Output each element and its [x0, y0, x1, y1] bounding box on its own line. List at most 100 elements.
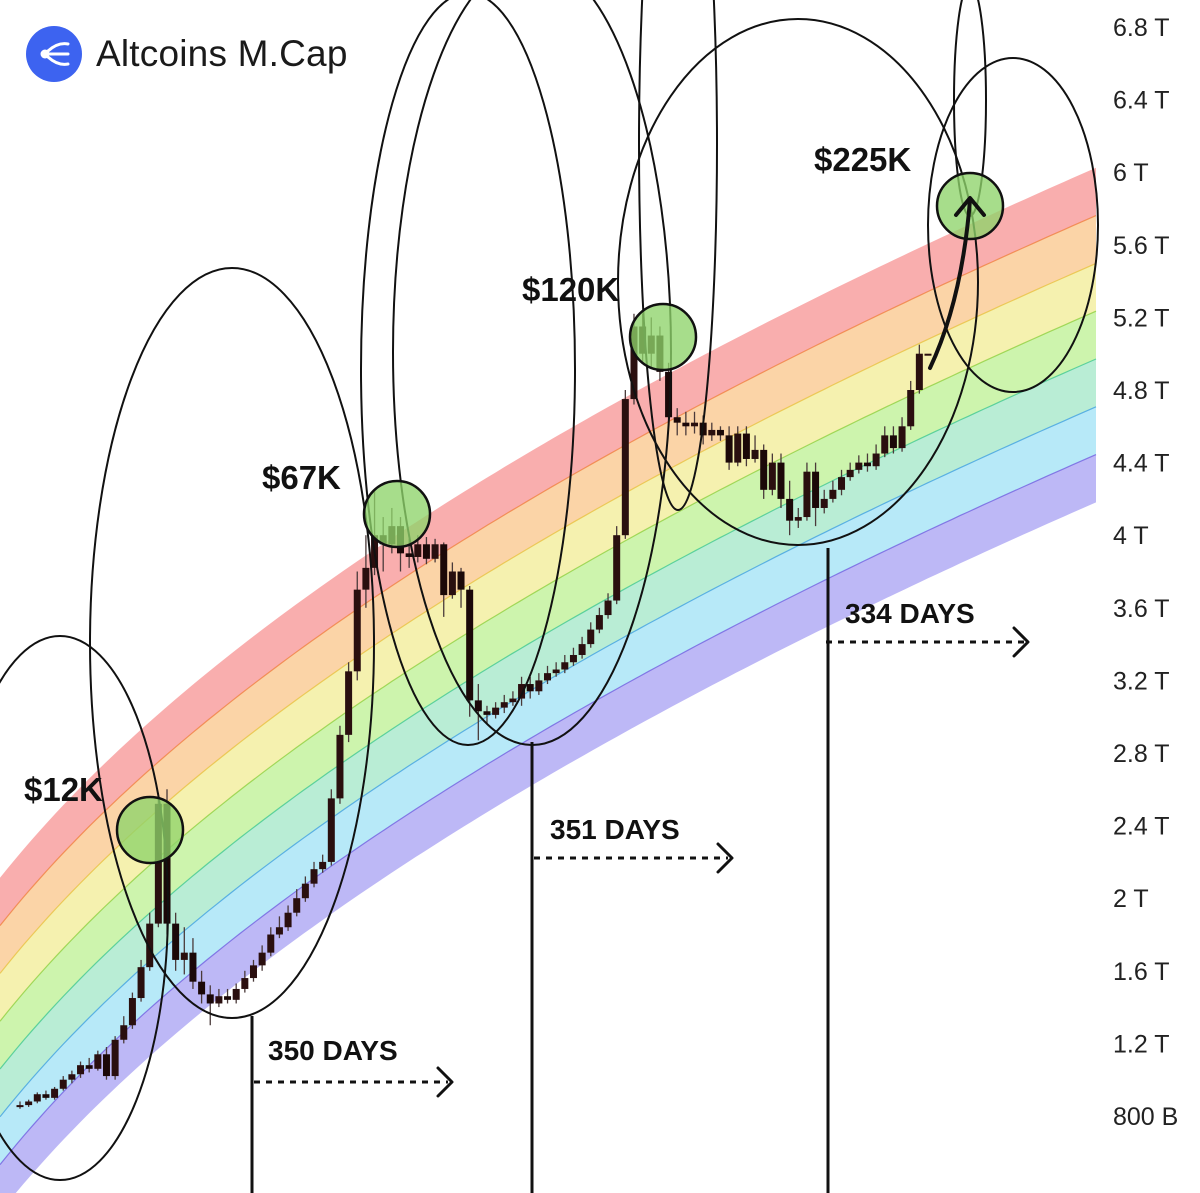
candle-body: [466, 589, 474, 701]
cycle-ellipse: [0, 635, 169, 1181]
rainbow-band-edge: [0, 215, 1097, 926]
cycle-ellipse: [360, 0, 576, 746]
candle-body: [345, 671, 353, 735]
y-tick-label: 4 T: [1113, 522, 1149, 550]
candle-body: [907, 390, 915, 427]
y-tick-label: 6.4 T: [1113, 87, 1170, 115]
candle-body: [241, 978, 249, 989]
candle-body: [691, 422, 699, 427]
y-tick-label: 4.8 T: [1113, 377, 1170, 405]
candle-body: [77, 1065, 85, 1075]
cycle-days-arrowhead: [1012, 626, 1030, 658]
rainbow-band: [0, 311, 1096, 1069]
candle-body: [120, 1025, 128, 1040]
rainbow-band: [0, 215, 1096, 974]
y-tick-label: 800 B: [1113, 1103, 1178, 1131]
candle-body: [275, 927, 283, 935]
candle-body: [431, 544, 439, 559]
cycle-days-arrowhead: [716, 842, 734, 874]
candle-body: [561, 662, 569, 670]
candle-body: [310, 869, 318, 884]
candle-body: [526, 684, 534, 692]
candle-body: [621, 399, 629, 536]
candle-body: [872, 453, 880, 467]
candle-body: [405, 553, 413, 557]
candle-body: [734, 433, 742, 463]
candle-body: [474, 700, 482, 712]
candle-body: [94, 1054, 102, 1069]
candle-body: [128, 998, 136, 1026]
candle-body: [838, 477, 846, 490]
candle-body: [604, 600, 612, 616]
candle-body: [206, 994, 214, 1004]
candle-body: [51, 1088, 59, 1098]
y-tick-label: 6 T: [1113, 159, 1149, 187]
candle-body: [881, 435, 889, 454]
candle-body: [33, 1094, 41, 1102]
candle-body: [794, 517, 802, 521]
peak-label: $67K: [262, 459, 341, 496]
candle-body: [544, 673, 552, 681]
projection-arrow-line: [928, 198, 972, 370]
candle-body: [249, 965, 257, 979]
candle-body: [708, 429, 716, 436]
candle-body: [492, 707, 500, 715]
cycle-days-label: 350 DAYS: [268, 1035, 398, 1066]
rainbow-band: [0, 359, 1096, 1117]
candlestick-series: [16, 313, 932, 1109]
candle-body: [786, 498, 794, 521]
cycle-ellipse: [89, 267, 375, 1019]
candle-body: [102, 1054, 110, 1077]
candle-body: [422, 544, 430, 559]
candle-body: [760, 449, 768, 490]
cycle-overlays: $12K $67K $120K $225K 350 DAYS 351 DAYS 334 DA…: [0, 0, 1099, 1193]
candle-body: [742, 433, 750, 459]
candle-body: [863, 462, 871, 467]
candle-body: [889, 435, 897, 449]
y-tick-label: 3.2 T: [1113, 667, 1170, 695]
candle-body: [751, 449, 759, 459]
candle-body: [258, 952, 266, 966]
rainbow-band: [0, 263, 1096, 1022]
candle-body: [232, 988, 240, 1000]
candle-body: [509, 698, 517, 703]
candle-body: [846, 469, 854, 478]
fan-lines-icon: [26, 26, 82, 82]
y-tick-label: 2.8 T: [1113, 740, 1170, 768]
candle-body: [319, 861, 327, 870]
candle-body: [483, 711, 491, 715]
candle-body: [535, 680, 543, 692]
cycle-days-label: 334 DAYS: [845, 598, 975, 629]
candle-body: [68, 1074, 76, 1080]
candle-body: [172, 923, 180, 960]
candle-body: [215, 996, 223, 1004]
peak-label: $225K: [814, 141, 911, 178]
y-tick-label: 1.6 T: [1113, 958, 1170, 986]
candle-body: [146, 923, 154, 968]
y-tick-label: 5.6 T: [1113, 232, 1170, 260]
candle-body: [898, 426, 906, 449]
cycle-days-label: 351 DAYS: [550, 814, 680, 845]
candle-body: [457, 571, 465, 590]
rainbow-band: [0, 454, 1096, 1193]
brand-header: Altcoins M.Cap: [26, 26, 348, 82]
candle-body: [224, 996, 232, 1000]
candle-body: [111, 1039, 119, 1077]
candle-body: [855, 462, 863, 470]
candle-body: [682, 422, 690, 427]
candle-body: [414, 544, 422, 557]
peak-label: $120K: [522, 271, 619, 308]
candle-body: [613, 535, 621, 601]
candle-body: [59, 1079, 67, 1089]
candle-body: [154, 803, 162, 924]
candle-body: [777, 462, 785, 499]
candle-body: [353, 589, 361, 672]
candle-body: [820, 498, 828, 508]
candle-body: [578, 644, 586, 655]
candle-body: [725, 435, 733, 463]
candle-body: [924, 353, 932, 356]
candle-body: [595, 615, 603, 630]
candle-body: [336, 734, 344, 799]
y-tick-label: 2 T: [1113, 885, 1149, 913]
